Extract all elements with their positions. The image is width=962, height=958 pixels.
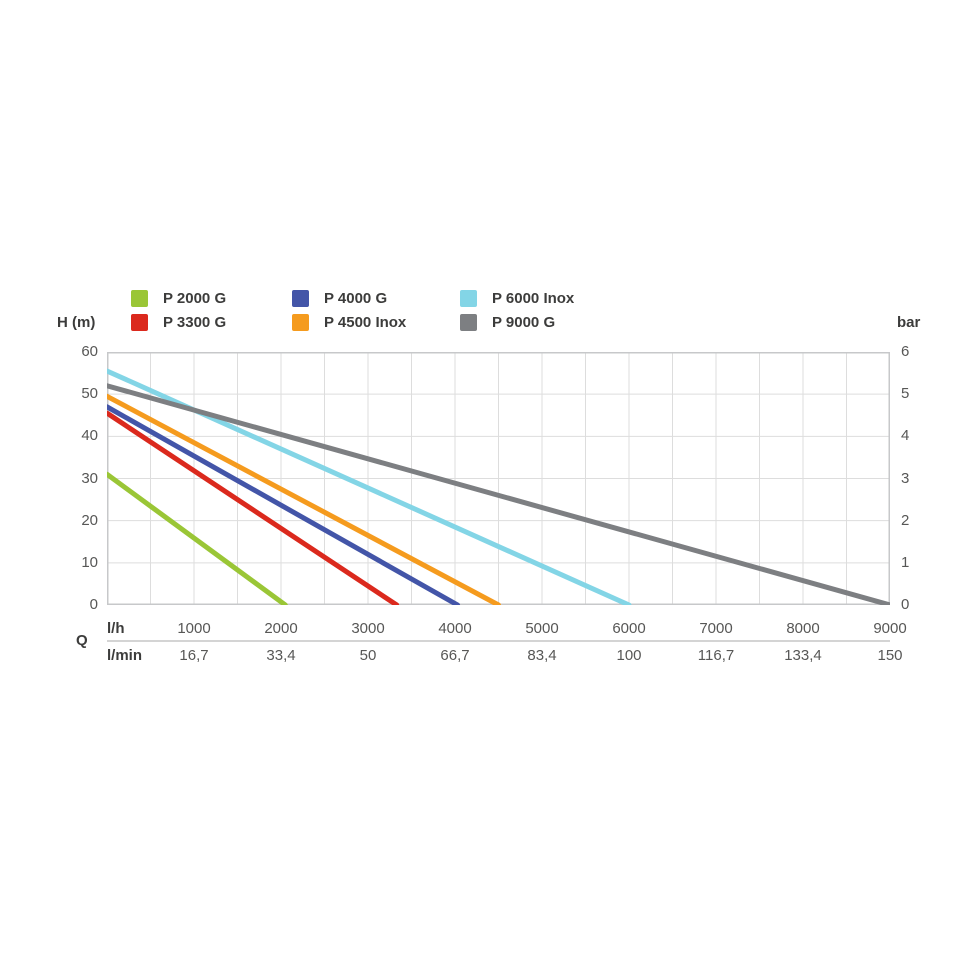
left-axis-tick-label: 10: [81, 553, 98, 571]
legend-swatch-p2000g: [131, 290, 148, 307]
curve-p-4500-inox: [107, 393, 501, 605]
legend-swatch-p3300g: [131, 314, 148, 331]
legend-item-p4500inox: P 4500 Inox: [292, 314, 460, 331]
x-axis-lmin-tick-label: 116,7: [697, 647, 735, 664]
x-axis-lmin-tick-label: 83,4: [527, 647, 557, 664]
x-axis-lh-tick-label: 2000: [264, 620, 298, 637]
legend-swatch-p4000g: [292, 290, 309, 307]
x-axis-lmin-tick-label: 33,4: [266, 647, 296, 664]
x-axis-lh-tick-label: 6000: [612, 620, 646, 637]
right-axis-tick-label: 4: [901, 427, 910, 445]
legend-label-p2000g: P 2000 G: [163, 290, 227, 307]
x-axis-lh-tick-label: 4000: [438, 620, 472, 637]
left-axis-title: H (m): [57, 314, 96, 331]
x-axis-lh-tick-label: 8000: [786, 620, 820, 637]
right-axis-tick-label: 2: [901, 511, 910, 529]
legend-item-p9000g: P 9000 G: [460, 314, 574, 331]
left-axis-tick-label: 20: [81, 511, 98, 529]
legend-label-p6000inox: P 6000 Inox: [492, 290, 575, 307]
right-axis-tick-label: 5: [901, 385, 910, 403]
plot-area: [107, 352, 890, 605]
legend-item-p6000inox: P 6000 Inox: [460, 290, 574, 307]
legend-item-p4000g: P 4000 G: [292, 290, 460, 307]
x-axis-lmin-tick-label: 150: [877, 647, 903, 664]
x-axis-lmin-tick-label: 50: [359, 647, 377, 664]
legend-swatch-p9000g: [460, 314, 477, 331]
x-axis-lmin-tick-label: 100: [616, 647, 642, 664]
left-axis-tick-label: 50: [81, 385, 98, 403]
legend-label-p4000g: P 4000 G: [324, 290, 388, 307]
x-axis-unit-lh: l/h: [107, 620, 125, 637]
right-axis-tick-label: 6: [901, 343, 910, 360]
curve-p-3300-g: [107, 410, 400, 605]
curve-p-4000-g: [107, 404, 461, 605]
x-axis-lh-tick-label: 1000: [177, 620, 211, 637]
x-axis-lh-tick-label: 9000: [873, 620, 907, 637]
legend-label-p4500inox: P 4500 Inox: [324, 314, 407, 331]
right-axis-tick-label: 1: [901, 553, 910, 571]
x-axis-lmin-tick-label: 16,7: [179, 647, 209, 664]
legend-swatch-p6000inox: [460, 290, 477, 307]
legend-item-p3300g: P 3300 G: [131, 314, 292, 331]
x-axis-lmin-tick-label: 66,7: [440, 647, 470, 664]
chart-legend: P 2000 G P 3300 G P 4000 G P 4500 Inox P…: [131, 290, 574, 331]
left-axis-tick-label: 30: [81, 469, 98, 487]
x-axis-lh-tick-label: 3000: [351, 620, 385, 637]
right-axis-tick-label: 0: [901, 596, 910, 613]
x-axis-lh-tick-label: 5000: [525, 620, 559, 637]
legend-item-p2000g: P 2000 G: [131, 290, 292, 307]
curve-p-2000-g: [107, 471, 288, 605]
x-axis-lh-tick-label: 7000: [699, 620, 733, 637]
x-axis-row-separator: [107, 640, 890, 642]
right-axis-title: bar: [897, 314, 921, 331]
x-axis-unit-lmin: l/min: [107, 647, 143, 664]
left-axis-tick-label: 60: [81, 343, 98, 360]
legend-label-p3300g: P 3300 G: [163, 314, 227, 331]
right-axis-tick-label: 3: [901, 469, 910, 487]
x-axis-lmin-tick-label: 133,4: [784, 647, 822, 664]
x-axis-quantity-label: Q: [76, 632, 88, 649]
left-axis-tick-label: 40: [81, 427, 98, 445]
legend-label-p9000g: P 9000 G: [492, 314, 556, 331]
curve-p-9000-g: [107, 383, 890, 605]
legend-swatch-p4500inox: [292, 314, 309, 331]
left-axis-tick-label: 0: [89, 596, 98, 613]
